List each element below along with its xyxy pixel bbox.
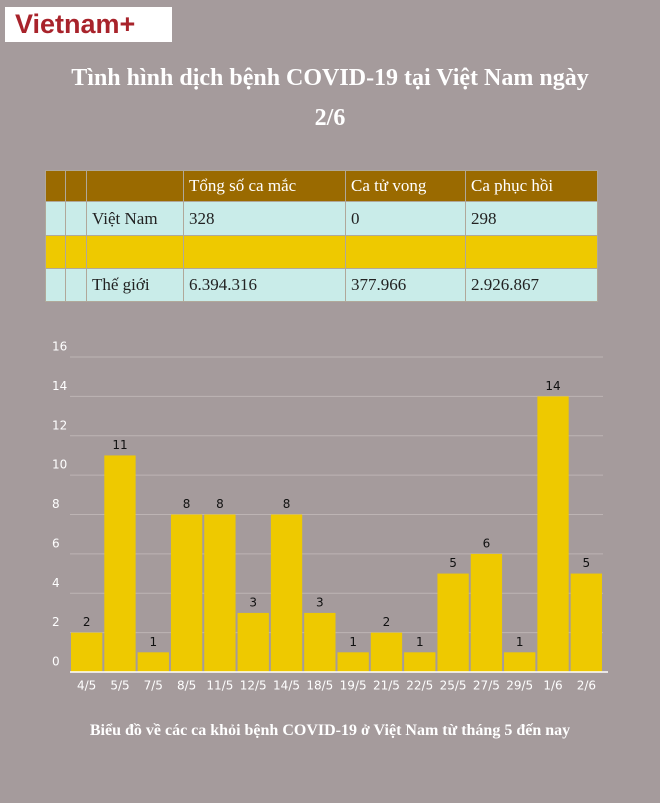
x-tick-label: 4/5 — [77, 679, 96, 693]
x-tick-label: 18/5 — [306, 679, 333, 693]
value-label: 2 — [383, 615, 391, 629]
x-tick-label: 2/6 — [577, 679, 596, 693]
title: Tình hình dịch bệnh COVID-19 tại Việt Na… — [71, 65, 589, 131]
value-label: 14 — [545, 379, 560, 393]
row-label: Việt Nam — [86, 201, 184, 236]
stats-table: Tổng số ca mắc Ca tử vong Ca phục hồi Vi… — [45, 170, 598, 302]
y-tick-label: 16 — [52, 340, 67, 354]
value-label: 5 — [449, 556, 457, 570]
x-tick-label: 11/5 — [206, 679, 233, 693]
x-tick-label: 1/6 — [543, 679, 562, 693]
x-tick-label: 21/5 — [373, 679, 400, 693]
value-label: 11 — [112, 438, 127, 452]
bar — [270, 514, 303, 672]
x-tick-label: 12/5 — [240, 679, 267, 693]
bar — [237, 612, 269, 672]
cell: 377.966 — [345, 268, 466, 302]
bar — [470, 553, 503, 672]
y-tick-label: 14 — [52, 379, 67, 393]
x-tick-label: 27/5 — [473, 679, 500, 693]
header-cell: Tổng số ca mắc — [183, 170, 346, 202]
bar — [204, 514, 236, 672]
row-label: Thế giới — [86, 268, 184, 302]
value-label: 3 — [316, 595, 324, 609]
bar — [570, 573, 603, 672]
header-cell: Ca tử vong — [345, 170, 466, 202]
y-tick-label: 10 — [52, 458, 67, 472]
x-tick-label: 29/5 — [506, 679, 533, 693]
bar — [170, 514, 203, 672]
bar — [70, 632, 103, 672]
bar — [337, 652, 369, 672]
y-tick-label: 2 — [52, 615, 60, 629]
bar — [370, 632, 403, 672]
value-label: 1 — [516, 635, 524, 649]
cell: 2.926.867 — [465, 268, 598, 302]
x-tick-label: 5/5 — [110, 679, 129, 693]
value-label: 1 — [349, 635, 357, 649]
header-cell: Ca phục hồi — [465, 170, 598, 202]
y-tick-label: 12 — [52, 418, 67, 432]
chart-caption: Biểu đồ về các ca khỏi bệnh COVID-19 ở V… — [89, 722, 571, 739]
x-tick-label: 22/5 — [406, 679, 433, 693]
value-label: 8 — [216, 497, 224, 511]
cell: 6.394.316 — [183, 268, 346, 302]
cell: 328 — [183, 201, 346, 236]
value-label: 8 — [283, 497, 291, 511]
value-label: 3 — [249, 595, 257, 609]
value-label: 6 — [483, 536, 491, 550]
x-tick-label: 7/5 — [144, 679, 163, 693]
value-label: 1 — [416, 635, 424, 649]
value-label: 8 — [183, 497, 191, 511]
bar — [104, 455, 136, 672]
x-tick-label: 8/5 — [177, 679, 196, 693]
bar — [437, 573, 469, 672]
cell: 298 — [465, 201, 598, 236]
x-tick-label: 19/5 — [340, 679, 367, 693]
x-tick-label: 25/5 — [440, 679, 467, 693]
bar — [404, 652, 436, 672]
y-tick-label: 8 — [52, 497, 60, 511]
bar — [304, 612, 336, 672]
cell: 0 — [345, 201, 466, 236]
x-tick-label: 14/5 — [273, 679, 300, 693]
value-label: 2 — [83, 615, 91, 629]
y-tick-label: 6 — [52, 536, 60, 550]
bar — [504, 652, 536, 672]
y-tick-label: 0 — [52, 655, 60, 669]
bar — [137, 652, 169, 672]
chart: 02468101214164/525/5117/518/5811/5812/53… — [52, 340, 608, 693]
y-tick-label: 4 — [52, 576, 60, 590]
bar — [537, 396, 569, 672]
value-label: 1 — [149, 635, 157, 649]
logo: Vietnam+ — [5, 7, 172, 42]
value-label: 5 — [583, 556, 591, 570]
